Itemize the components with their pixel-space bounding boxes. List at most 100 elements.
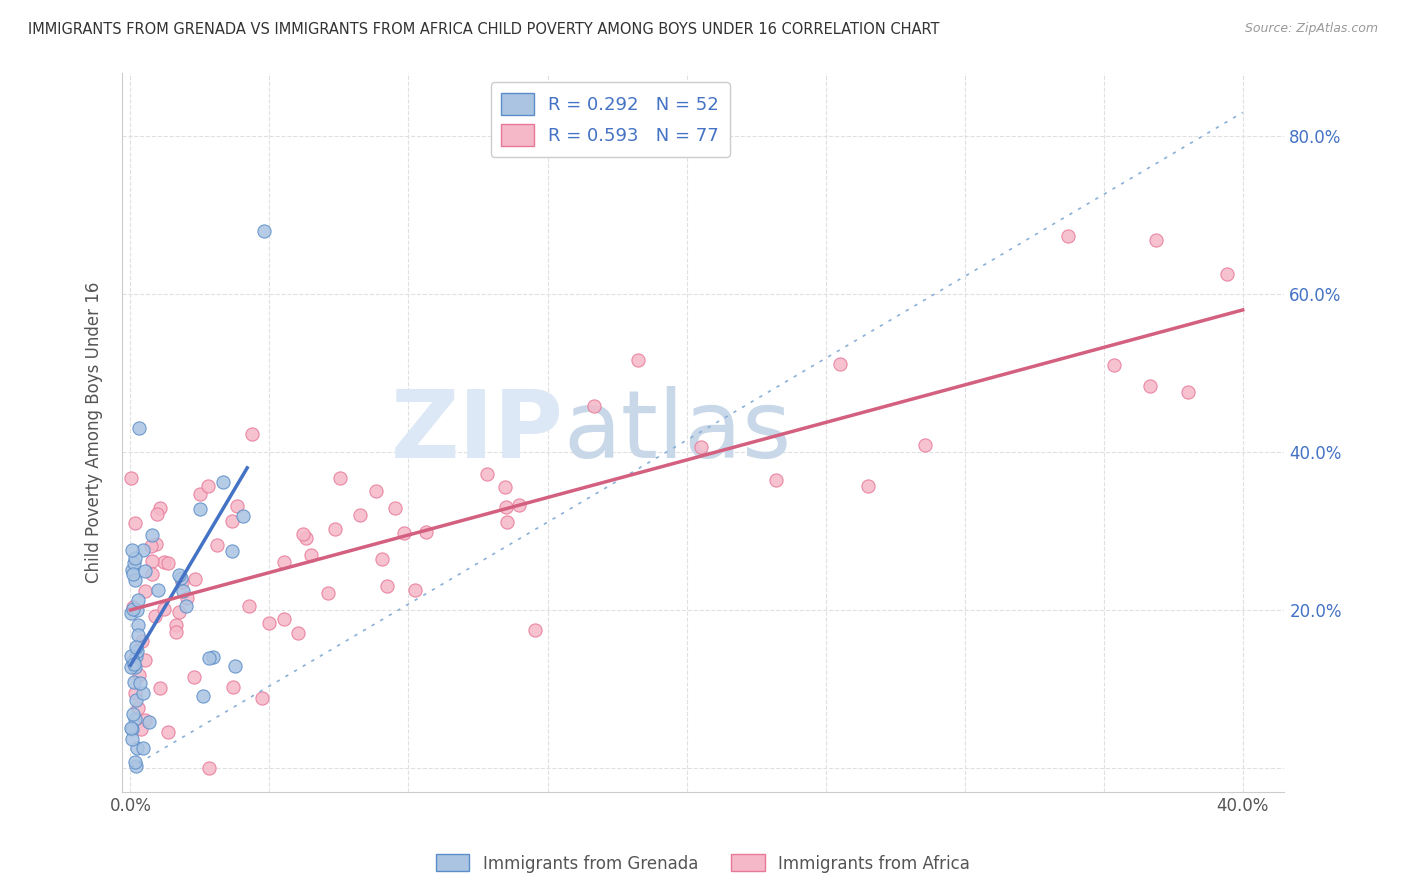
Point [132, 741, 155, 756]
Text: Source: ZipAtlas.com: Source: ZipAtlas.com [1244, 22, 1378, 36]
Point [183, 572, 205, 586]
Point [197, 479, 219, 493]
Point [125, 693, 148, 707]
Point [316, 586, 339, 600]
Point [134, 583, 156, 598]
Text: IMMIGRANTS FROM GRENADA VS IMMIGRANTS FROM AFRICA CHILD POVERTY AMONG BOYS UNDER: IMMIGRANTS FROM GRENADA VS IMMIGRANTS FR… [28, 22, 939, 37]
Point [1102, 358, 1125, 372]
Point [253, 224, 276, 238]
Point [125, 603, 148, 617]
Text: atlas: atlas [564, 386, 792, 478]
Point [914, 438, 936, 452]
Point [201, 649, 224, 664]
Point [122, 602, 145, 616]
Point [120, 648, 142, 663]
Point [120, 606, 142, 620]
Point [404, 582, 426, 597]
Point [765, 473, 787, 487]
Point [172, 575, 194, 590]
Point [232, 509, 254, 524]
Point [508, 498, 530, 512]
Point [124, 660, 146, 674]
Point [122, 556, 145, 570]
Point [221, 680, 243, 694]
Point [524, 623, 547, 637]
Point [172, 583, 194, 598]
Point [1139, 379, 1161, 393]
Point [170, 571, 193, 585]
Point [141, 528, 163, 542]
Point [121, 723, 143, 737]
Point [127, 627, 149, 641]
Point [128, 676, 150, 690]
Point [125, 759, 148, 773]
Point [156, 725, 179, 739]
Point [134, 564, 156, 578]
Point [583, 399, 606, 413]
Point [131, 634, 153, 648]
Point [134, 713, 156, 727]
Point [495, 500, 517, 515]
Point [129, 722, 152, 736]
Point [131, 542, 153, 557]
Point [198, 761, 221, 775]
Point [121, 732, 143, 747]
Point [124, 712, 146, 726]
Point [1144, 233, 1167, 247]
Point [225, 499, 247, 513]
Point [141, 554, 163, 568]
Point [856, 479, 879, 493]
Point [149, 501, 172, 516]
Point [121, 654, 143, 668]
Point [122, 657, 145, 671]
Point [384, 501, 406, 516]
Point [156, 556, 179, 570]
Point [127, 701, 149, 715]
Point [122, 600, 145, 615]
Point [1177, 384, 1199, 399]
Point [128, 421, 150, 435]
Point [122, 675, 145, 690]
Point [475, 467, 498, 481]
Point [221, 543, 243, 558]
Point [120, 722, 142, 736]
Point [252, 690, 274, 705]
Point [238, 599, 260, 614]
Point [125, 640, 148, 655]
Point [127, 593, 149, 607]
Point [273, 612, 295, 626]
Point [124, 516, 146, 531]
Point [122, 706, 145, 721]
Point [299, 548, 322, 562]
Point [128, 668, 150, 682]
Point [828, 357, 851, 371]
Point [224, 659, 246, 673]
Point [125, 644, 148, 658]
Point [174, 599, 197, 614]
Point [287, 626, 309, 640]
Point [291, 526, 314, 541]
Point [257, 615, 280, 630]
Point [141, 566, 163, 581]
Point [188, 487, 211, 501]
Point [349, 508, 371, 523]
Point [124, 686, 146, 700]
Point [165, 618, 187, 632]
Point [183, 670, 205, 684]
Point [364, 483, 387, 498]
Point [121, 542, 143, 557]
Point [145, 537, 167, 551]
Point [494, 481, 516, 495]
Point [627, 352, 650, 367]
Legend: Immigrants from Grenada, Immigrants from Africa: Immigrants from Grenada, Immigrants from… [429, 847, 977, 880]
Point [127, 617, 149, 632]
Point [415, 524, 437, 539]
Legend: R = 0.292   N = 52, R = 0.593   N = 77: R = 0.292 N = 52, R = 0.593 N = 77 [491, 82, 730, 157]
Point [145, 609, 167, 624]
Point [205, 538, 228, 552]
Point [132, 686, 155, 700]
Point [392, 525, 415, 540]
Point [120, 470, 142, 484]
Point [146, 582, 169, 597]
Point [221, 514, 243, 528]
